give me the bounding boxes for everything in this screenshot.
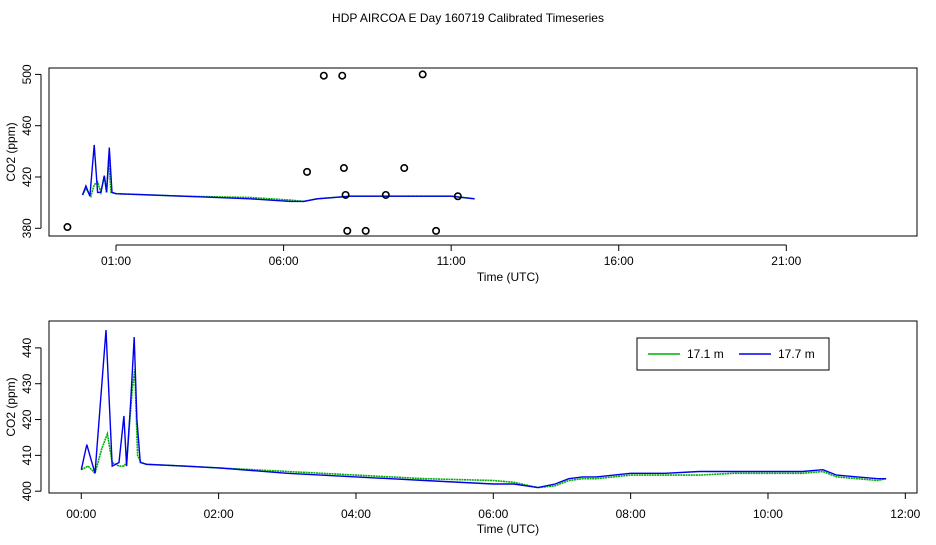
chart-top-data-point (361, 226, 370, 235)
chart-top-data-point (341, 190, 350, 199)
chart-top-y-axis-title: CO2 (ppm) (4, 122, 18, 181)
chart-bottom-legend-label: 17.1 m (687, 347, 724, 361)
chart-bottom-legend-label: 17.7 m (778, 347, 815, 361)
chart-bottom-y-tick-label: 430 (20, 373, 34, 393)
chart-top-plot-frame (48, 67, 918, 237)
chart-bottom-x-tick-label: 02:00 (204, 507, 234, 521)
chart-bottom-y-axis-title: CO2 (ppm) (4, 377, 18, 436)
chart-top-data-point (400, 164, 409, 173)
chart-bottom-x-tick-label: 12:00 (890, 507, 920, 521)
chart-top-y-tick-label: 380 (20, 218, 34, 238)
chart-top-y-tick-label: 420 (20, 167, 34, 187)
chart-bottom-y-tick-label: 420 (20, 409, 34, 429)
chart-top-x-tick-label: 16:00 (604, 254, 634, 268)
chart-bottom-x-axis-title: Time (UTC) (477, 522, 539, 536)
chart-bottom-x-tick-label: 10:00 (753, 507, 783, 521)
chart-bottom-series-17-1-m-line (80, 369, 887, 489)
chart-top-x-tick-label: 01:00 (101, 254, 131, 268)
chart-bottom-x-tick-label: 00:00 (66, 507, 96, 521)
chart-top-data-point (63, 223, 72, 232)
chart-top-data-point (453, 192, 462, 201)
chart-bottom-y-tick-label: 440 (20, 338, 34, 358)
chart-top-x-axis-title: Time (UTC) (477, 270, 539, 284)
chart-bottom-legend: 17.1 m 17.7 m (636, 337, 830, 371)
chart-top-data-point (339, 164, 348, 173)
chart-top-panel: 01:00 06:00 11:00 16:00 21:00 380 420 460 500 Tim… (4, 64, 918, 284)
chart-top-x-tick-label: 21:00 (771, 254, 801, 268)
chart-bottom-y-tick-label: 400 (20, 481, 34, 501)
chart-bottom-y-tick-label: 410 (20, 445, 34, 465)
chart-top-series-17-7-m-line (81, 144, 475, 203)
chart-bottom-x-tick-label: 04:00 (341, 507, 371, 521)
chart-top-x-tick-label: 11:00 (437, 254, 466, 268)
chart-bottom-panel: 00:00 02:00 04:00 06:00 08:00 10:00 12:00 400 41… (4, 320, 921, 536)
chart-top-data-point (418, 70, 427, 79)
chart-top-y-tick-label: 460 (20, 115, 34, 135)
chart-bottom-x-tick-label: 06:00 (478, 507, 508, 521)
chart-top-data-point (381, 190, 390, 199)
chart-top-data-point (303, 167, 312, 176)
chart-title: HDP AIRCOA E Day 160719 Calibrated Times… (332, 11, 604, 25)
chart-top-data-point (343, 226, 352, 235)
chart-top-data-point (319, 71, 328, 80)
chart-top-data-point (338, 71, 347, 80)
chart-top-y-tick-label: 500 (20, 64, 34, 84)
chart-bottom-x-tick-label: 08:00 (616, 507, 646, 521)
chart-top-x-tick-label: 06:00 (269, 254, 299, 268)
chart-bottom-series-17-7-m-line (80, 329, 887, 489)
chart-top-data-point (432, 226, 441, 235)
